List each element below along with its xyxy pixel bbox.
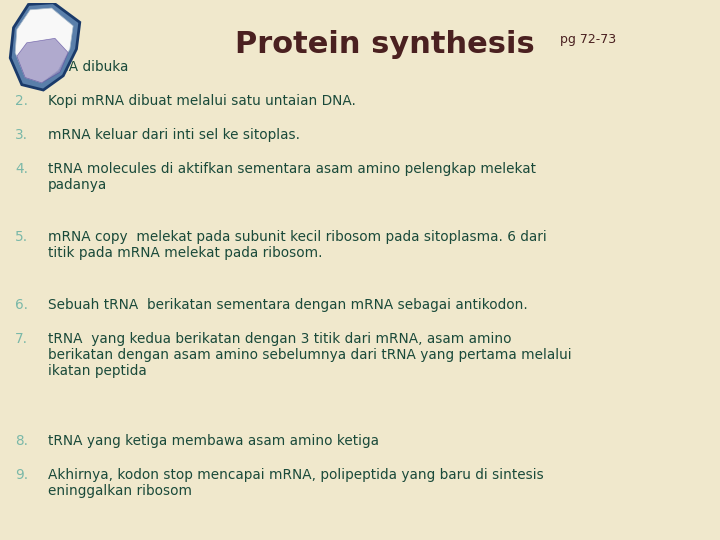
Text: Protein synthesis: Protein synthesis <box>235 30 535 59</box>
Text: 1.: 1. <box>15 60 28 74</box>
Text: DNA dibuka: DNA dibuka <box>48 60 128 74</box>
Text: mRNA keluar dari inti sel ke sitoplas.: mRNA keluar dari inti sel ke sitoplas. <box>48 128 300 142</box>
Text: 4.: 4. <box>15 162 28 176</box>
Text: Sebuah tRNA  berikatan sementara dengan mRNA sebagai antikodon.: Sebuah tRNA berikatan sementara dengan m… <box>48 298 528 312</box>
Text: Kopi mRNA dibuat melalui satu untaian DNA.: Kopi mRNA dibuat melalui satu untaian DN… <box>48 94 356 108</box>
Text: 2.: 2. <box>15 94 28 108</box>
Polygon shape <box>17 38 68 83</box>
Text: 7.: 7. <box>15 332 28 346</box>
Text: 3.: 3. <box>15 128 28 142</box>
Text: tRNA molecules di aktifkan sementara asam amino pelengkap melekat
padanya: tRNA molecules di aktifkan sementara asa… <box>48 162 536 192</box>
Text: pg 72-73: pg 72-73 <box>560 33 616 46</box>
Text: 8.: 8. <box>15 434 28 448</box>
Text: mRNA copy  melekat pada subunit kecil ribosom pada sitoplasma. 6 dari
titik pada: mRNA copy melekat pada subunit kecil rib… <box>48 230 546 260</box>
Text: 6.: 6. <box>15 298 28 312</box>
Text: tRNA yang ketiga membawa asam amino ketiga: tRNA yang ketiga membawa asam amino keti… <box>48 434 379 448</box>
Text: 5.: 5. <box>15 230 28 244</box>
Polygon shape <box>10 3 80 90</box>
Text: tRNA  yang kedua berikatan dengan 3 titik dari mRNA, asam amino
berikatan dengan: tRNA yang kedua berikatan dengan 3 titik… <box>48 332 572 379</box>
Text: Akhirnya, kodon stop mencapai mRNA, polipeptida yang baru di sintesis
eninggalka: Akhirnya, kodon stop mencapai mRNA, poli… <box>48 468 544 498</box>
Polygon shape <box>15 8 73 83</box>
Text: 9.: 9. <box>15 468 28 482</box>
